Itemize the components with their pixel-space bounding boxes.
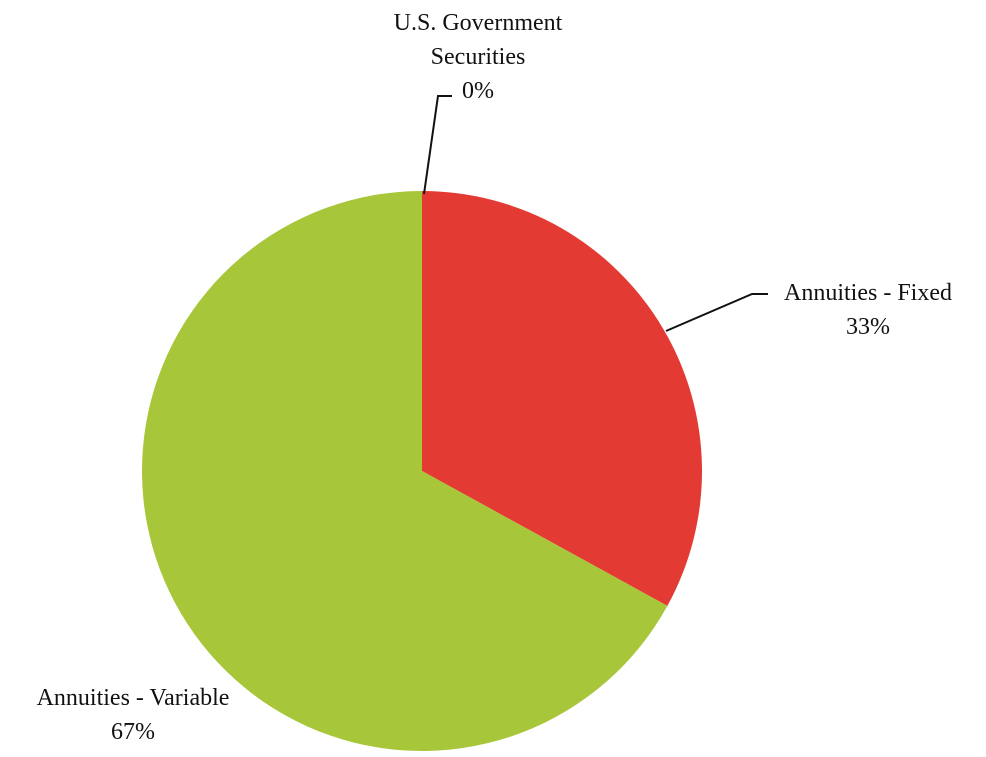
slice-label: Annuities - Fixed — [784, 280, 952, 306]
slice-value-label: 67% — [111, 719, 155, 745]
slice-label: Securities — [431, 44, 526, 70]
leader-lines — [423, 95, 768, 332]
leader-line — [423, 95, 452, 195]
slice-value-label: 33% — [846, 314, 890, 340]
slice-label: U.S. Government — [394, 10, 563, 36]
slice-value-label: 0% — [462, 78, 494, 104]
pie-slice-annuities-fixed — [422, 191, 702, 606]
pie-slice-annuities-variable — [142, 191, 668, 752]
slice-label: Annuities - Variable — [37, 685, 230, 711]
leader-line — [665, 293, 768, 332]
pie-slices — [142, 191, 702, 752]
slice-labels: U.S. Government Securities 0% Annuities - F… — [37, 10, 952, 745]
